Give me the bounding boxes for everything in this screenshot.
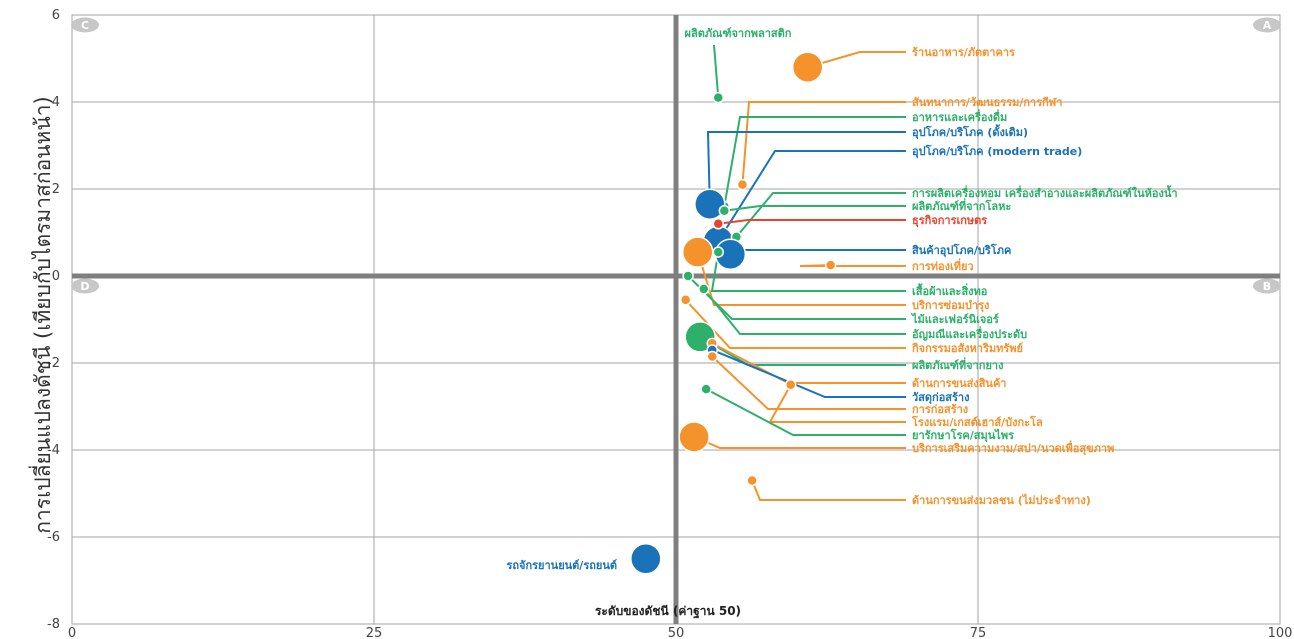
- data-point[interactable]: [698, 283, 710, 295]
- data-label: การผลิตเครื่องหอม เครื่องสำอางและผลิตภัณ…: [912, 185, 1178, 200]
- data-label: ด้านการขนส่งมวลชน (ไม่ประจำทาง): [912, 493, 1091, 507]
- data-point[interactable]: [718, 205, 731, 217]
- data-label: โรงแรม/เกสต์เฮาส์/บังกะโล: [911, 415, 1043, 429]
- leader-line: [735, 192, 906, 238]
- leader-line: [684, 299, 906, 349]
- data-label: ธุรกิจการเกษตร: [912, 214, 987, 228]
- data-label: ด้านการขนส่งสินค้า: [912, 377, 1006, 390]
- leader-line: [751, 480, 906, 501]
- data-label: บริการเสริมความงาม/สปา/นวดเพื่อสุขภาพ: [912, 440, 1114, 456]
- data-point[interactable]: [712, 91, 725, 104]
- quadrant-badge-b: [1253, 278, 1281, 294]
- leader-line: [693, 436, 906, 449]
- data-label: กิจกรรมอสังหาริมทรัพย์: [912, 342, 1023, 355]
- y-tick-label: 6: [52, 8, 60, 23]
- data-label: บริการซ่อมบำรุง: [912, 299, 989, 313]
- leader-line: [717, 150, 906, 242]
- data-point[interactable]: [746, 474, 758, 487]
- data-label: ผลิตภัณฑ์จากพลาสติก: [685, 27, 792, 40]
- y-tick-label: -8: [47, 617, 60, 632]
- x-tick-label: 100: [1268, 626, 1293, 639]
- x-tick-label: 50: [668, 626, 685, 639]
- y-tick-label: 2: [52, 182, 60, 197]
- data-point[interactable]: [824, 259, 837, 271]
- data-point[interactable]: [736, 178, 749, 191]
- quadrant-label-d: D: [80, 280, 89, 293]
- y-tick-label: 4: [52, 95, 60, 110]
- quadrant-label-a: A: [1263, 19, 1272, 32]
- data-point[interactable]: [630, 543, 662, 575]
- y-tick-label: -4: [47, 443, 60, 458]
- leader-line: [705, 388, 906, 436]
- data-label: ไม้และเฟอร์นิเจอร์: [910, 312, 999, 326]
- y-axis-label: การเปลี่ยนแปลงดัชนี (เทียบกับไตรมาสก่อนห…: [28, 96, 55, 533]
- data-label: ยารักษาโรค/สมุนไพร: [912, 428, 1014, 443]
- leader-line: [718, 219, 906, 225]
- leader-line: [719, 249, 906, 256]
- quadrant-label-c: C: [81, 19, 89, 32]
- x-tick-label: 0: [68, 626, 76, 639]
- x-axis-label: ระดับของดัชนี (ค่าฐาน 50): [595, 604, 741, 619]
- data-label: อาหารและเครื่องดื่ม: [912, 109, 1007, 124]
- quadrant-label-b: B: [1263, 280, 1271, 293]
- data-point[interactable]: [706, 350, 718, 363]
- y-tick-label: -6: [47, 530, 60, 545]
- leader-line: [706, 131, 906, 205]
- leader-line: [699, 336, 906, 366]
- data-label: การก่อสร้าง: [912, 403, 968, 416]
- data-label: วัสดุก่อสร้าง: [912, 391, 969, 405]
- leader-line: [741, 101, 906, 185]
- leader-line: [713, 44, 720, 98]
- data-point[interactable]: [712, 218, 725, 230]
- data-label: เสื้อผ้าและสิ่งทอ: [912, 283, 987, 298]
- leader-line: [723, 116, 906, 207]
- y-tick-label: -2: [47, 356, 60, 371]
- data-point[interactable]: [682, 270, 694, 282]
- y-tick-label: 0: [52, 269, 60, 284]
- data-label: ร้านอาหาร/ภัตตาคาร: [912, 46, 1015, 59]
- leader-line: [711, 355, 906, 410]
- data-label: ผลิตภัณฑ์ที่จากโลหะ: [912, 198, 1011, 213]
- data-label: อุปโภค/บริโภค (modern trade): [912, 144, 1082, 159]
- data-point[interactable]: [785, 379, 797, 391]
- leader-line: [703, 288, 906, 335]
- leader-line: [807, 51, 906, 69]
- quadrant-badge-d: [71, 278, 99, 294]
- data-label: รถจักรยานยนต์/รถยนต์: [506, 559, 617, 572]
- data-point[interactable]: [678, 421, 710, 453]
- data-label: ผลิตภัณฑ์ที่จากยาง: [912, 357, 1003, 372]
- leader-line: [687, 275, 906, 320]
- data-label: สินค้าอุปโภค/บริโภค: [912, 243, 1012, 258]
- quadrant-badge-a: [1253, 17, 1281, 33]
- quadrant-badge-c: [71, 17, 99, 33]
- leader-line: [696, 251, 906, 306]
- data-point[interactable]: [694, 188, 726, 220]
- data-point[interactable]: [679, 294, 692, 306]
- data-point[interactable]: [681, 236, 714, 268]
- x-tick-label: 75: [970, 626, 987, 639]
- data-label: สันทนาการ/วัฒนธรรม/การกีฬา: [912, 96, 1062, 109]
- data-point[interactable]: [700, 383, 712, 395]
- leader-line: [799, 264, 906, 267]
- leader-line: [710, 251, 906, 292]
- data-label: อุปโภค/บริโภค (ดั้งเดิม): [912, 124, 1028, 140]
- leader-line: [724, 205, 906, 212]
- x-tick-label: 25: [366, 626, 383, 639]
- data-point[interactable]: [712, 246, 725, 258]
- data-point[interactable]: [791, 51, 824, 83]
- data-label: การท่องเที่ยว: [912, 258, 974, 273]
- data-label: อัญมณีและเครื่องประดับ: [912, 326, 1027, 341]
- leader-line: [711, 349, 906, 398]
